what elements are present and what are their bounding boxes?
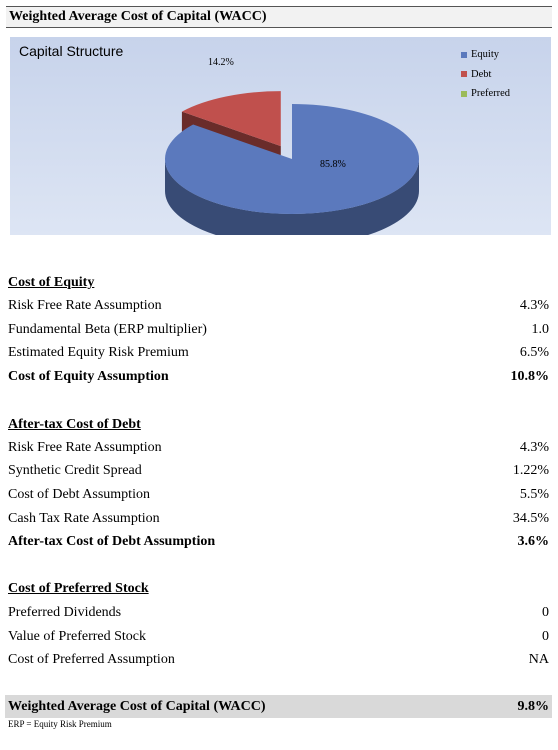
row-value: 10.8% [510,369,550,384]
data-label-debt: 14.2% [208,57,234,68]
footnote: ERP = Equity Risk Premium [8,719,112,729]
page-title: Weighted Average Cost of Capital (WACC) [9,9,267,24]
legend-label: Preferred [471,88,511,100]
table-row: Synthetic Credit Spread 1.22% [8,461,549,481]
table-row: Risk Free Rate Assumption 4.3% [8,296,549,316]
table-row: Cash Tax Rate Assumption 34.5% [8,509,549,529]
legend-label: Equity [471,49,499,61]
capital-structure-chart: Capital Structure Equity Debt Preferred … [10,37,551,235]
row-label: Cash Tax Rate Assumption [8,511,160,526]
section-title-cost-of-debt: After-tax Cost of Debt [8,417,141,432]
legend-item-equity: Equity [461,45,510,65]
report-header: Weighted Average Cost of Capital (WACC) [6,6,552,28]
row-label: Preferred Dividends [8,605,122,620]
legend-item-preferred: Preferred [461,84,510,104]
row-label: Cost of Preferred Assumption [8,652,175,667]
row-label: Synthetic Credit Spread [8,463,142,478]
row-value: 6.5% [519,345,549,360]
row-value: 0 [542,629,549,644]
table-row: Cost of Preferred Assumption NA [8,650,549,670]
table-row-total: After-tax Cost of Debt Assumption 3.6% [8,532,549,552]
table-row: Cost of Debt Assumption 5.5% [8,485,549,505]
pie-slice-equity [164,104,419,214]
legend-swatch [461,51,467,58]
wacc-label: Weighted Average Cost of Capital (WACC) [8,698,266,714]
row-value: 4.3% [519,440,549,455]
wacc-value: 9.8% [517,698,550,714]
row-label: After-tax Cost of Debt Assumption [8,534,216,549]
row-label: Value of Preferred Stock [8,629,147,644]
table-row: Value of Preferred Stock 0 [8,627,549,647]
chart-legend: Equity Debt Preferred [461,45,510,104]
row-value: 1.0 [531,322,550,337]
wacc-total-row: Weighted Average Cost of Capital (WACC) … [5,695,552,718]
row-value: 34.5% [512,511,549,526]
row-value: 0 [542,605,549,620]
legend-label: Debt [471,68,492,80]
section-title-cost-of-equity: Cost of Equity [8,275,95,290]
row-value: 5.5% [519,487,549,502]
pie-slice-debt [181,91,281,147]
legend-swatch [461,71,467,78]
table-row: Fundamental Beta (ERP multiplier) 1.0 [8,320,549,340]
row-value: NA [528,652,549,667]
pie-side-equity [165,159,419,235]
row-label: Risk Free Rate Assumption [8,440,162,455]
row-label: Cost of Debt Assumption [8,487,150,502]
table-row-total: Cost of Equity Assumption 10.8% [8,367,549,387]
table-row: Estimated Equity Risk Premium 6.5% [8,343,549,363]
row-label: Estimated Equity Risk Premium [8,345,189,360]
row-value: 3.6% [517,534,550,549]
pie-chart [164,91,419,235]
legend-swatch [461,90,467,97]
legend-item-debt: Debt [461,65,510,85]
row-value: 4.3% [519,298,549,313]
table-row: Preferred Dividends 0 [8,603,549,623]
row-value: 1.22% [512,463,549,478]
section-title-cost-of-preferred: Cost of Preferred Stock [8,581,149,596]
data-label-equity: 85.8% [320,159,346,170]
row-label: Cost of Equity Assumption [8,369,169,384]
chart-title: Capital Structure [19,43,124,59]
row-label: Risk Free Rate Assumption [8,298,162,313]
table-row: Risk Free Rate Assumption 4.3% [8,438,549,458]
row-label: Fundamental Beta (ERP multiplier) [8,322,207,337]
